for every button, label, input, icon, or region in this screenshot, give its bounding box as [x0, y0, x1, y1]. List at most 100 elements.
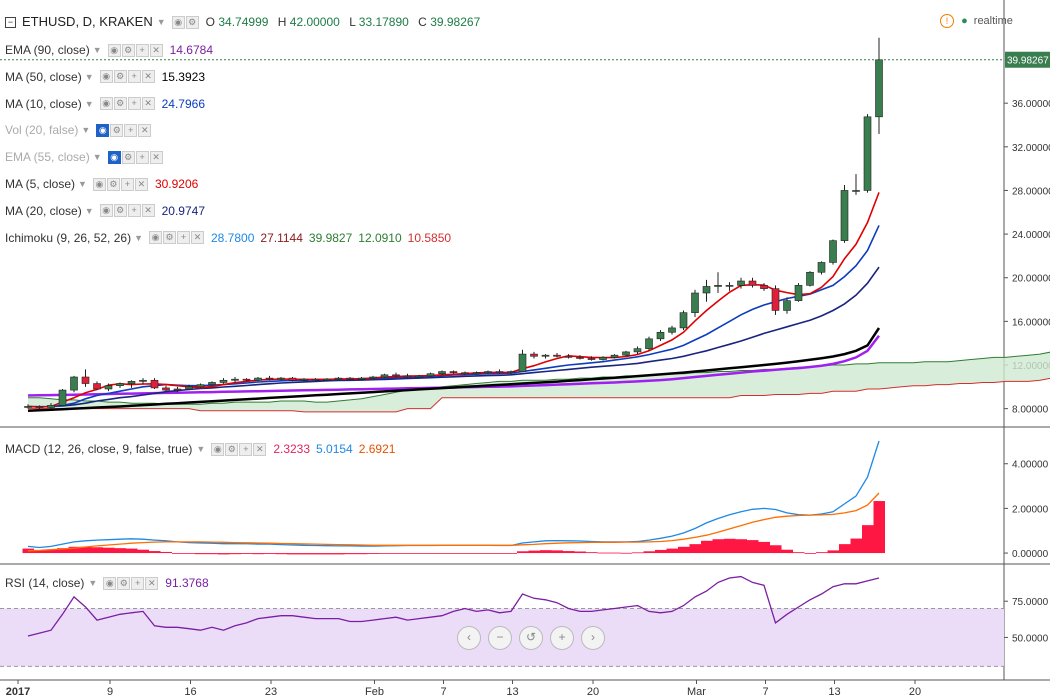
settings-icon[interactable]: ⚙: [121, 43, 135, 57]
ohlc-readout: O 34.74999 H 42.00000 L 33.17890 C 39.98…: [206, 13, 487, 31]
price-tick-label: 32.00000: [1012, 143, 1050, 154]
collapse-icon[interactable]: −: [5, 16, 16, 28]
time-tick-label: 7: [440, 686, 446, 698]
ma5-line: [27, 192, 880, 408]
add-icon[interactable]: +: [127, 70, 141, 84]
candle-body: [392, 374, 400, 377]
zoom-in-button[interactable]: +: [550, 626, 574, 650]
chevron-down-icon[interactable]: ▼: [78, 179, 87, 189]
indicator-row[interactable]: Vol (20, false) ▼ ◉ ⚙ + ✕: [5, 122, 152, 138]
candle-body: [783, 300, 791, 311]
candle-body: [24, 406, 32, 408]
settings-icon[interactable]: ⚙: [185, 15, 199, 29]
eye-icon[interactable]: ◉: [99, 204, 113, 218]
warning-icon[interactable]: !: [940, 14, 954, 28]
eye-icon[interactable]: ◉: [211, 442, 225, 456]
eye-icon[interactable]: ◉: [103, 576, 117, 590]
add-icon[interactable]: +: [135, 150, 149, 164]
close-icon[interactable]: ✕: [149, 43, 163, 57]
macd-histogram-bar: [183, 553, 195, 554]
close-icon[interactable]: ✕: [134, 177, 148, 191]
candle-body: [806, 271, 814, 286]
ichimoku-cloud-segment: [959, 359, 971, 384]
settings-icon[interactable]: ⚙: [121, 150, 135, 164]
chevron-down-icon[interactable]: ▼: [84, 205, 94, 216]
add-icon[interactable]: +: [131, 576, 145, 590]
chevron-down-icon[interactable]: ▼: [92, 45, 102, 55]
close-icon[interactable]: ✕: [253, 442, 267, 456]
chevron-down-icon[interactable]: ▼: [88, 578, 98, 588]
last-price-label: 39.98267: [1007, 56, 1049, 67]
add-icon[interactable]: +: [239, 442, 253, 456]
chevron-down-icon[interactable]: ▼: [84, 71, 94, 82]
candle-body: [610, 354, 619, 358]
chevron-down-icon[interactable]: ▼: [156, 17, 166, 27]
macd-histogram-bar: [448, 553, 460, 554]
zoom-out-button[interactable]: −: [488, 626, 512, 650]
settings-icon[interactable]: ⚙: [225, 442, 239, 456]
eye-icon[interactable]: ◉: [92, 177, 106, 191]
last-price-badge: [1005, 51, 1050, 68]
reset-chart-button[interactable]: ↺: [519, 626, 543, 650]
indicator-row[interactable]: EMA (55, close) ▼ ◉ ⚙ + ✕: [5, 149, 164, 165]
chevron-down-icon[interactable]: ▼: [134, 232, 143, 243]
eye-icon[interactable]: ◉: [171, 15, 185, 29]
indicator-values: 28.7800 27.1144 39.9827 12.0910 10.5850: [205, 230, 451, 246]
ichimoku-cloud-segment: [982, 357, 994, 383]
eye-icon[interactable]: ◉: [96, 123, 110, 137]
settings-icon[interactable]: ⚙: [117, 576, 131, 590]
close-icon[interactable]: ✕: [191, 231, 204, 245]
eye-icon[interactable]: ◉: [107, 150, 121, 164]
indicator-row[interactable]: EMA (90, close) ▼ ◉ ⚙ + ✕ 14.6784: [5, 42, 213, 58]
macd-tick-label: 0.00000: [1012, 549, 1049, 560]
indicator-name: MA (10, close): [5, 96, 82, 111]
add-icon[interactable]: +: [135, 43, 149, 57]
settings-icon[interactable]: ⚙: [113, 70, 127, 84]
settings-icon[interactable]: ⚙: [113, 97, 127, 111]
indicator-values: 20.9747: [156, 203, 205, 219]
close-icon[interactable]: ✕: [138, 123, 152, 137]
macd-histogram-bar: [747, 540, 759, 554]
ichimoku-cloud-segment: [166, 404, 178, 409]
high-label: H: [277, 15, 287, 29]
add-icon[interactable]: +: [127, 204, 141, 218]
candle-body: [472, 372, 481, 375]
macd-histogram-bar: [459, 553, 471, 554]
eye-icon[interactable]: ◉: [99, 70, 113, 84]
close-icon[interactable]: ✕: [141, 70, 155, 84]
indicator-row[interactable]: Ichimoku (9, 26, 52, 26) ▼ ◉ ⚙ + ✕ 28.7800 27.1…: [5, 230, 451, 246]
indicator-values: 30.9206: [149, 176, 198, 192]
macd-histogram-bar: [402, 553, 414, 554]
eye-icon[interactable]: ◉: [99, 97, 113, 111]
settings-icon[interactable]: ⚙: [106, 177, 120, 191]
eye-icon[interactable]: ◉: [149, 231, 162, 245]
indicator-value: 27.1144: [260, 230, 303, 245]
macd-histogram-bar: [321, 553, 333, 555]
settings-icon[interactable]: ⚙: [163, 231, 176, 245]
rsi-line: [27, 575, 880, 637]
macd-histogram-bar: [218, 553, 230, 555]
close-icon[interactable]: ✕: [145, 576, 159, 590]
add-icon[interactable]: +: [124, 123, 138, 137]
time-tick-label: 20: [587, 686, 599, 698]
close-icon[interactable]: ✕: [141, 204, 155, 218]
settings-icon[interactable]: ⚙: [113, 204, 127, 218]
settings-icon[interactable]: ⚙: [110, 123, 124, 137]
indicator-name: EMA (90, close): [5, 43, 90, 57]
chevron-down-icon[interactable]: ▼: [196, 444, 206, 454]
scroll-left-button[interactable]: ‹: [457, 626, 481, 650]
chevron-down-icon[interactable]: ▼: [81, 125, 91, 136]
chevron-down-icon[interactable]: ▼: [84, 98, 94, 109]
eye-icon[interactable]: ◉: [107, 43, 121, 57]
indicator-row[interactable]: MA (50, close) ▼ ◉ ⚙ + ✕ 15.3923: [5, 69, 205, 85]
close-icon[interactable]: ✕: [141, 97, 155, 111]
close-icon[interactable]: ✕: [149, 150, 163, 164]
add-icon[interactable]: +: [127, 97, 141, 111]
indicator-row[interactable]: MA (20, close) ▼ ◉ ⚙ + ✕ 20.9747: [5, 203, 205, 219]
add-icon[interactable]: +: [120, 177, 134, 191]
indicator-row[interactable]: MA (10, close) ▼ ◉ ⚙ + ✕ 24.7966: [5, 96, 205, 112]
scroll-right-button[interactable]: ›: [581, 626, 605, 650]
chevron-down-icon[interactable]: ▼: [92, 152, 102, 163]
indicator-row[interactable]: MA (5, close) ▼ ◉ ⚙ + ✕ 30.9206: [5, 176, 198, 192]
add-icon[interactable]: +: [177, 231, 190, 245]
